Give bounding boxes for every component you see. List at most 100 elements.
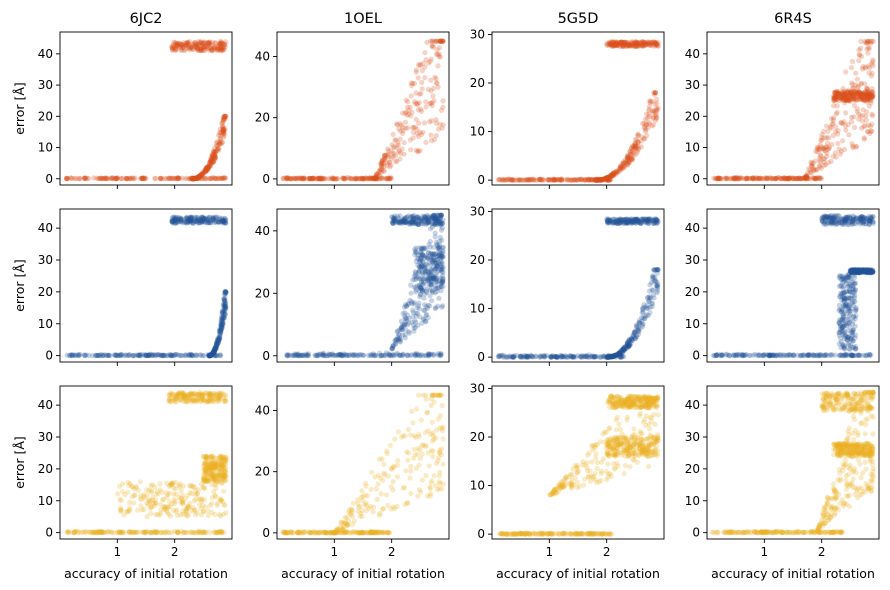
- scatter-point: [594, 177, 600, 183]
- scatter-point: [428, 77, 434, 83]
- scatter-point: [400, 124, 406, 131]
- scatter-point: [189, 352, 195, 358]
- scatter-point: [421, 245, 428, 251]
- scatter-point: [848, 89, 854, 95]
- scatter-point: [848, 89, 855, 95]
- scatter-point: [319, 175, 325, 181]
- scatter-point: [150, 352, 156, 358]
- scatter-point: [352, 176, 358, 182]
- scatter-point: [193, 175, 199, 181]
- scatter-point: [209, 351, 215, 357]
- scatter-point: [417, 314, 423, 320]
- scatter-point: [195, 174, 201, 180]
- scatter-point: [307, 175, 313, 182]
- scatter-point: [620, 43, 626, 49]
- scatter-point: [718, 176, 724, 182]
- scatter-point: [284, 176, 290, 182]
- scatter-point: [412, 124, 419, 130]
- scatter-point: [196, 173, 202, 179]
- scatter-point: [433, 38, 439, 44]
- scatter-point: [613, 170, 619, 176]
- scatter-point: [178, 219, 184, 225]
- scatter-point: [190, 176, 196, 182]
- scatter-point: [530, 177, 536, 183]
- scatter-point: [869, 111, 875, 117]
- scatter-point: [168, 352, 174, 358]
- scatter-point: [850, 82, 856, 88]
- scatter-point: [209, 39, 215, 46]
- scatter-point: [361, 352, 367, 358]
- scatter-point: [835, 90, 842, 96]
- scatter-point: [625, 152, 631, 159]
- scatter-point: [595, 177, 601, 183]
- scatter-point: [622, 164, 628, 170]
- scatter-point: [214, 340, 220, 346]
- scatter-point: [804, 172, 810, 178]
- scatter-point: [215, 146, 221, 152]
- scatter-point: [220, 118, 226, 125]
- scatter-point: [643, 127, 649, 133]
- scatter-point: [869, 70, 875, 76]
- scatter-point: [621, 160, 627, 166]
- scatter-point: [404, 353, 410, 359]
- scatter-point: [406, 111, 412, 117]
- scatter-point: [832, 90, 839, 96]
- scatter-point: [605, 41, 612, 47]
- scatter-point: [414, 149, 421, 155]
- scatter-point: [866, 351, 873, 358]
- scatter-point: [214, 176, 220, 182]
- scatter-point: [599, 177, 605, 183]
- scatter-point: [605, 175, 611, 181]
- scatter-point: [183, 40, 189, 47]
- scatter-point: [757, 175, 764, 181]
- scatter-point: [415, 351, 422, 357]
- scatter-point: [202, 167, 208, 173]
- scatter-point: [173, 352, 179, 358]
- scatter-point: [374, 176, 380, 182]
- scatter-point: [172, 176, 179, 182]
- scatter-point: [295, 351, 301, 357]
- scatter-point: [217, 126, 223, 132]
- scatter-point: [783, 175, 789, 182]
- scatter-point: [94, 352, 100, 359]
- scatter-point: [103, 176, 109, 182]
- scatter-point: [852, 316, 859, 322]
- scatter-point: [860, 97, 866, 103]
- scatter-point: [851, 95, 857, 101]
- scatter-point: [208, 158, 214, 164]
- scatter-point: [196, 41, 202, 47]
- scatter-point: [320, 352, 326, 358]
- scatter-point: [654, 42, 660, 48]
- scatter-point: [219, 128, 225, 135]
- scatter-point: [816, 174, 822, 181]
- scatter-point: [171, 214, 177, 220]
- scatter-point: [217, 334, 223, 340]
- scatter-point: [219, 175, 225, 181]
- scatter-point: [215, 132, 222, 138]
- scatter-point: [650, 114, 657, 120]
- scatter-point: [220, 120, 226, 126]
- y-tick-label: 40: [255, 224, 270, 238]
- scatter-point: [818, 144, 824, 150]
- scatter-point: [434, 80, 440, 86]
- scatter-point: [813, 167, 819, 173]
- scatter-point: [100, 353, 106, 359]
- scatter-point: [174, 43, 180, 49]
- axes-frame: [491, 208, 665, 363]
- scatter-point: [867, 65, 873, 71]
- scatter-point: [205, 164, 211, 170]
- scatter-point: [764, 175, 770, 182]
- scatter-point: [216, 141, 222, 147]
- scatter-point: [102, 352, 108, 358]
- scatter-point: [64, 175, 70, 182]
- scatter-point: [430, 93, 436, 99]
- scatter-point: [211, 350, 217, 356]
- scatter-point: [222, 175, 228, 181]
- scatter-point: [423, 319, 429, 325]
- scatter-point: [850, 91, 856, 97]
- scatter-point: [175, 40, 181, 46]
- scatter-point: [193, 215, 199, 221]
- scatter-point: [284, 175, 290, 181]
- scatter-point: [805, 351, 812, 357]
- scatter-point: [851, 92, 857, 98]
